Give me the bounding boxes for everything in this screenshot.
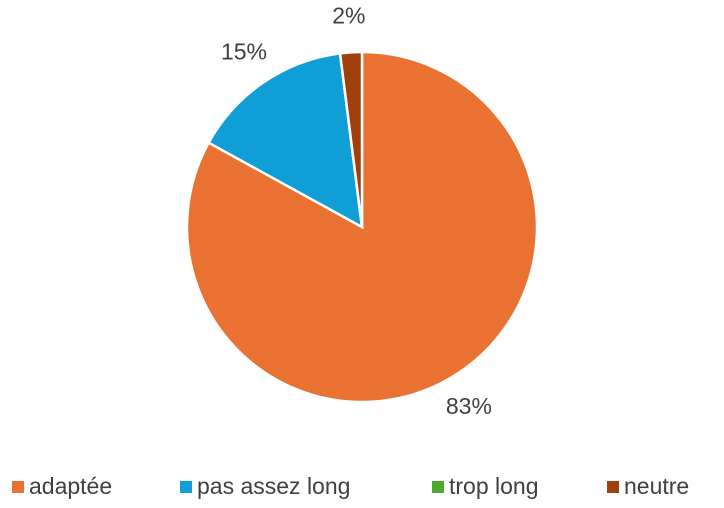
legend-label: trop long	[449, 473, 539, 499]
legend-label: pas assez long	[197, 473, 350, 499]
pie-slice	[338, 50, 364, 228]
legend-swatch	[607, 481, 619, 493]
data-label: 15%	[221, 38, 267, 64]
legend-label: neutre	[624, 473, 689, 499]
legend-swatch	[432, 481, 444, 493]
data-label: 2%	[332, 2, 365, 28]
pie-slice	[206, 51, 364, 230]
data-label: 83%	[446, 393, 492, 419]
legend-swatch	[12, 481, 24, 493]
legend-label: adaptée	[29, 473, 112, 499]
legend-swatch	[180, 481, 192, 493]
